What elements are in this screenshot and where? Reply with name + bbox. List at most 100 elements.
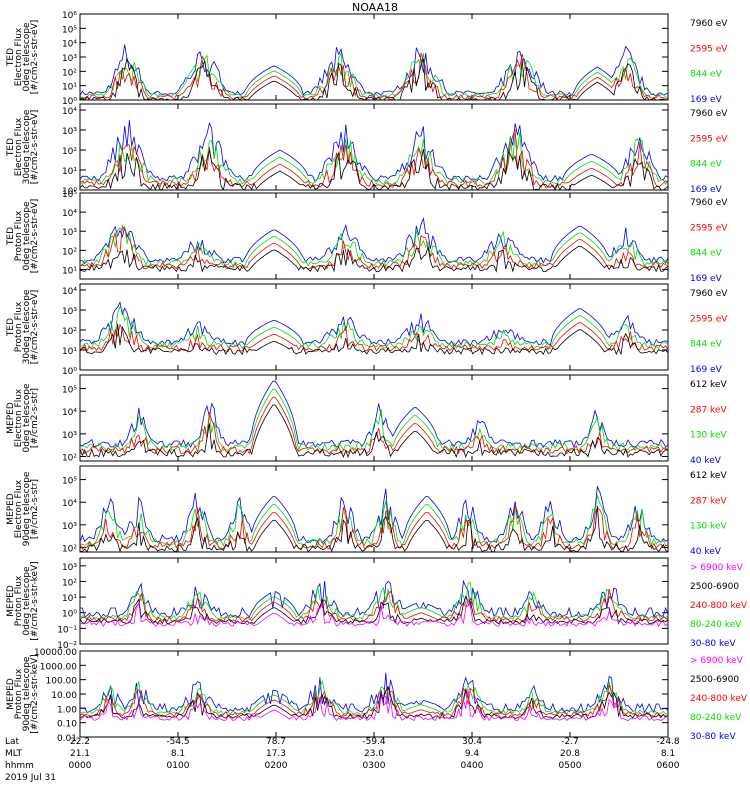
y-label-line: Electron Flux [14,479,24,538]
legend: > 6900 keV 2500-6900 240-800 keV 80-240 keV… [690,563,748,649]
y-tick-label: 10⁴ [62,499,77,509]
y-label-line: TED [6,48,16,67]
legend-entry: 2595 eV [690,44,728,54]
legend-entry: 2595 eV [690,314,728,324]
y-label-line: Proton Flux [14,575,24,626]
x-tick-hhmm: 0400 [461,761,484,771]
x-axis-rows: Lat MLT hhmm 22.2 21.1 0000 -54.5 8.1 0100 78.7 17… [5,737,680,783]
series-blue [79,120,669,183]
x-tick-mlt: 17.3 [266,749,286,759]
legend-entry: 30-80 keV [690,732,736,742]
y-tick-label: 10² [62,453,77,463]
panel-frame [79,374,669,462]
legend-entry: 612 keV [690,380,727,390]
legend-entry: 844 eV [690,70,723,80]
x-tick-lat: -24.8 [656,737,680,747]
series-blue [79,301,669,347]
legend-entry: 7960 eV [690,198,728,208]
series-green [79,225,669,268]
y-label-line: MEPED [6,585,16,617]
y-tick-label: 10² [62,578,77,588]
x-tick-lat: -59.4 [362,737,386,747]
series-red [79,504,669,551]
legend-entry: 2595 eV [690,223,728,233]
legend-entry: 7960 eV [690,289,728,299]
y-tick-label: 10³ [62,228,77,238]
x-tick-lat: 30.4 [462,737,482,747]
legend-entry: 7960 eV [690,109,728,119]
y-tick-label: 10⁶ [62,11,77,21]
x-tick-lat: 22.2 [70,737,90,747]
legend: 7960 eV 2595 eV 844 eV 169 eV [690,198,728,284]
series-group [79,44,669,101]
y-tick-label: 10² [62,147,77,157]
x-tick-mlt: 23.0 [364,749,384,759]
y-label-line: [#/cm2-s-str-keV] [30,561,40,640]
y-tick-label: 10.00 [51,691,77,701]
panel-frame [79,283,669,371]
legend: 612 keV 287 keV 130 keV 40 keV [690,380,727,466]
y-label-line: [#/cm2-s-str-eV] [30,110,40,185]
y-tick-label: 10⁰ [62,367,77,377]
legend-entry: > 6900 keV [690,563,744,573]
y-tick-label: 10000.00 [34,648,77,658]
legend-entry: 130 keV [690,522,727,532]
y-tick-label: 10³ [62,522,77,532]
x-date-label: 2019 Jul 31 [5,773,56,783]
y-label-line: Proton Flux [14,301,24,352]
y-label-line: 0deg telescope [22,383,32,453]
y-tick-label: 1.00 [57,705,77,715]
y-tick-label: 10¹ [62,266,77,276]
x-tick-hhmm: 0300 [363,761,386,771]
series-group [79,380,669,459]
x-tick-hhmm: 0500 [559,761,582,771]
y-label-line: 90deg telescope [22,656,32,731]
y-tick-label: 10¹ [62,167,77,177]
legend-entry: 240-800 keV [690,694,748,704]
series-green [79,131,669,186]
chart-title: NOAA18 [352,1,398,14]
x-row-label: MLT [5,749,23,759]
y-label-line: Electron Flux [14,117,24,176]
y-tick-label: 10³ [62,431,77,441]
y-tick-label: 10⁴ [62,408,77,418]
y-tick-label: 1000.00 [40,662,77,672]
panel-8: 0.010.101.0010.00100.001000.0010000.00ME… [6,648,748,744]
y-label-line: 0deg telescope [22,566,32,636]
legend-entry: 287 keV [690,405,727,415]
x-tick-mlt: 8.1 [661,749,675,759]
y-label-line: MEPED [6,402,16,434]
y-tick-label: 10² [62,247,77,257]
legend-entry: > 6900 keV [690,656,744,666]
legend-entry: 40 keV [690,456,722,466]
legend-entry: 7960 eV [690,19,728,29]
series-red [79,322,669,353]
series-black [79,148,669,191]
y-label-line: [#/cm2-s-str-eV] [30,199,40,274]
y-tick-label: 10⁵ [62,477,77,487]
y-tick-label: 10³ [62,563,77,573]
y-tick-label: 10⁰ [62,97,77,107]
y-tick-label: 10³ [62,54,77,64]
series-green [79,388,669,452]
legend-entry: 844 eV [690,340,723,350]
y-tick-label: 10¹ [62,594,77,604]
y-tick-label: 10⁰ [62,187,77,197]
series-blue [80,579,669,619]
legend-entry: 2500-6900 [690,582,739,592]
y-label-line: 30deg telescope [22,109,32,184]
x-tick-lat: 78.7 [266,737,286,747]
series-blue [79,217,669,265]
series-green [79,582,669,621]
y-tick-label: 10⁴ [62,209,77,219]
legend-entry: 844 eV [690,160,723,170]
y-label-line: MEPED [6,493,16,525]
y-tick-label: 10² [62,544,77,554]
x-tick-mlt: 20.8 [560,749,580,759]
